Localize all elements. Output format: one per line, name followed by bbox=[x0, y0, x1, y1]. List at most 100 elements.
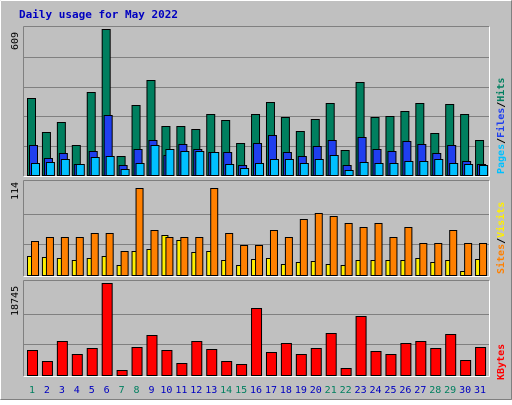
bar-visits-day-18 bbox=[284, 237, 293, 276]
legend-kbytes: KBytes bbox=[496, 344, 507, 380]
legend-sites: Sites bbox=[495, 244, 507, 274]
bar-pages-day-31 bbox=[479, 165, 489, 176]
legend-sep-2: / bbox=[496, 102, 507, 108]
x-tick-label-day-4: 4 bbox=[74, 385, 80, 396]
bar-visits-day-21 bbox=[329, 216, 338, 276]
bar-visits-day-23 bbox=[359, 227, 368, 276]
x-tick-label-day-29: 29 bbox=[444, 385, 456, 396]
x-axis-labels: 1 2 3 4 5 6 7 8 9 10 11 12 13 14 15 16 17 18 19 20 21 22 23 24 2… bbox=[29, 385, 486, 396]
bar-kbytes-day-1 bbox=[27, 350, 38, 376]
x-tick-label-day-31: 31 bbox=[474, 385, 486, 396]
bar-visits-day-20 bbox=[314, 213, 323, 276]
bar-pages-day-11 bbox=[180, 151, 190, 176]
bar-visits-day-28 bbox=[434, 243, 443, 276]
bar-kbytes-day-13 bbox=[206, 349, 218, 376]
x-tick-label-day-27: 27 bbox=[414, 385, 426, 396]
x-tick-label-day-20: 20 bbox=[310, 385, 322, 396]
bar-visits-day-29 bbox=[449, 230, 458, 276]
bar-visits-day-19 bbox=[299, 219, 308, 276]
bar-visits-day-25 bbox=[389, 237, 398, 276]
x-tick-label-day-1: 1 bbox=[29, 385, 35, 396]
legend-hits-files-pages: Pages/Files/Hits bbox=[495, 78, 507, 174]
bar-kbytes-day-7 bbox=[116, 370, 128, 376]
bars bbox=[27, 29, 489, 376]
bar-kbytes-day-20 bbox=[310, 348, 322, 376]
x-tick-label-day-25: 25 bbox=[384, 385, 396, 396]
bar-kbytes-day-14 bbox=[221, 361, 233, 376]
x-tick-label-day-21: 21 bbox=[325, 385, 337, 396]
bar-visits-day-5 bbox=[90, 233, 99, 276]
bar-visits-day-22 bbox=[344, 223, 353, 276]
bar-kbytes-day-11 bbox=[176, 363, 188, 376]
bar-pages-day-28 bbox=[434, 159, 444, 176]
legend-sep-3: / bbox=[496, 238, 507, 244]
bar-kbytes-day-18 bbox=[280, 343, 292, 376]
bar-pages-day-16 bbox=[255, 163, 265, 176]
bar-kbytes-day-23 bbox=[355, 316, 367, 376]
x-tick-label-day-10: 10 bbox=[160, 385, 172, 396]
x-tick-label-day-23: 23 bbox=[355, 385, 367, 396]
bar-kbytes-day-2 bbox=[41, 361, 53, 376]
x-tick-label-day-2: 2 bbox=[44, 385, 50, 396]
bar-kbytes-day-9 bbox=[146, 335, 158, 376]
x-tick-label-day-18: 18 bbox=[280, 385, 292, 396]
bar-kbytes-day-19 bbox=[295, 354, 307, 376]
bar-visits-day-10 bbox=[165, 237, 174, 276]
bar-visits-day-4 bbox=[75, 237, 84, 276]
bar-kbytes-day-3 bbox=[56, 341, 68, 376]
bar-pages-day-23 bbox=[359, 162, 369, 176]
x-tick-label-day-28: 28 bbox=[429, 385, 441, 396]
legend-visits: Visits bbox=[495, 202, 507, 238]
bar-kbytes-day-22 bbox=[340, 368, 352, 376]
bar-pages-day-4 bbox=[75, 164, 85, 176]
bar-pages-day-30 bbox=[464, 164, 474, 176]
bar-pages-day-5 bbox=[90, 157, 100, 176]
x-tick-label-day-5: 5 bbox=[89, 385, 95, 396]
bar-pages-day-7 bbox=[120, 169, 130, 176]
bar-pages-day-2 bbox=[45, 162, 55, 176]
bar-visits-day-14 bbox=[225, 233, 234, 276]
bar-pages-day-21 bbox=[329, 155, 339, 176]
legend-hits: Hits bbox=[495, 78, 507, 102]
bar-pages-day-14 bbox=[225, 164, 235, 176]
bar-pages-day-12 bbox=[195, 151, 205, 176]
bar-visits-day-3 bbox=[60, 237, 69, 276]
bar-kbytes-day-21 bbox=[325, 333, 337, 376]
bar-visits-day-26 bbox=[404, 227, 413, 276]
bar-visits-day-27 bbox=[419, 243, 428, 276]
legend-visits-sites: Sites/Visits bbox=[495, 202, 507, 274]
bar-kbytes-day-24 bbox=[370, 351, 382, 376]
bar-pages-day-25 bbox=[389, 163, 399, 176]
bar-kbytes-day-15 bbox=[236, 364, 248, 376]
bar-visits-day-8 bbox=[135, 188, 144, 276]
x-tick-label-day-9: 9 bbox=[148, 385, 154, 396]
bar-pages-day-9 bbox=[150, 145, 160, 176]
bar-pages-day-22 bbox=[344, 170, 354, 176]
bar-visits-day-30 bbox=[464, 243, 473, 276]
chart-title: Daily usage for May 2022 bbox=[19, 8, 178, 21]
bar-kbytes-day-25 bbox=[385, 354, 397, 376]
bar-pages-day-1 bbox=[31, 163, 40, 176]
x-tick-label-day-26: 26 bbox=[399, 385, 411, 396]
bar-kbytes-day-29 bbox=[445, 334, 457, 376]
legend-files: Files bbox=[495, 108, 507, 138]
bar-pages-day-20 bbox=[314, 159, 324, 176]
bar-pages-day-10 bbox=[165, 149, 175, 176]
x-tick-label-day-17: 17 bbox=[265, 385, 277, 396]
bar-visits-day-24 bbox=[374, 223, 383, 276]
bar-pages-day-13 bbox=[210, 152, 220, 176]
bar-kbytes-day-5 bbox=[86, 348, 98, 376]
bar-visits-day-7 bbox=[120, 251, 129, 276]
x-tick-label-day-8: 8 bbox=[134, 385, 140, 396]
bar-visits-day-9 bbox=[150, 230, 159, 276]
x-tick-label-day-16: 16 bbox=[250, 385, 262, 396]
bar-kbytes-day-26 bbox=[400, 343, 412, 376]
bar-kbytes-day-31 bbox=[475, 347, 487, 376]
x-tick-label-day-3: 3 bbox=[59, 385, 65, 396]
bar-kbytes-day-28 bbox=[430, 348, 442, 376]
bar-kbytes-day-16 bbox=[251, 308, 263, 376]
x-tick-label-day-24: 24 bbox=[369, 385, 381, 396]
bar-pages-day-19 bbox=[299, 163, 309, 176]
bar-pages-day-29 bbox=[449, 163, 459, 176]
